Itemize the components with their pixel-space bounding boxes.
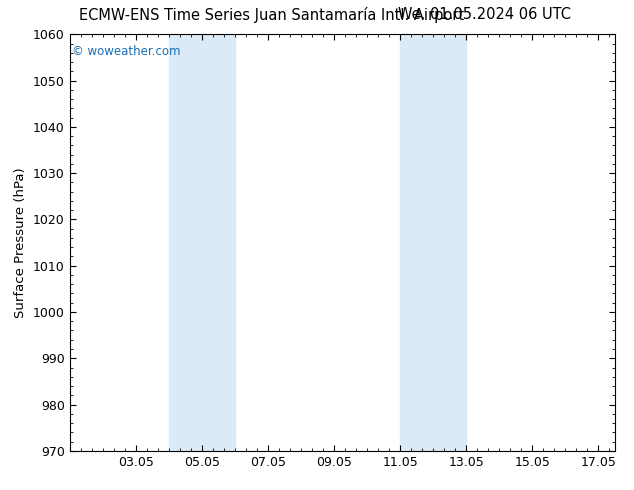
Bar [169, 34, 235, 451]
Text: We. 01.05.2024 06 UTC: We. 01.05.2024 06 UTC [398, 7, 571, 23]
Text: © woweather.com: © woweather.com [72, 45, 181, 58]
Y-axis label: Surface Pressure (hPa): Surface Pressure (hPa) [15, 167, 27, 318]
Bar [400, 34, 466, 451]
Text: ECMW-ENS Time Series Juan Santamaría Intl. Airport: ECMW-ENS Time Series Juan Santamaría Int… [79, 7, 464, 24]
